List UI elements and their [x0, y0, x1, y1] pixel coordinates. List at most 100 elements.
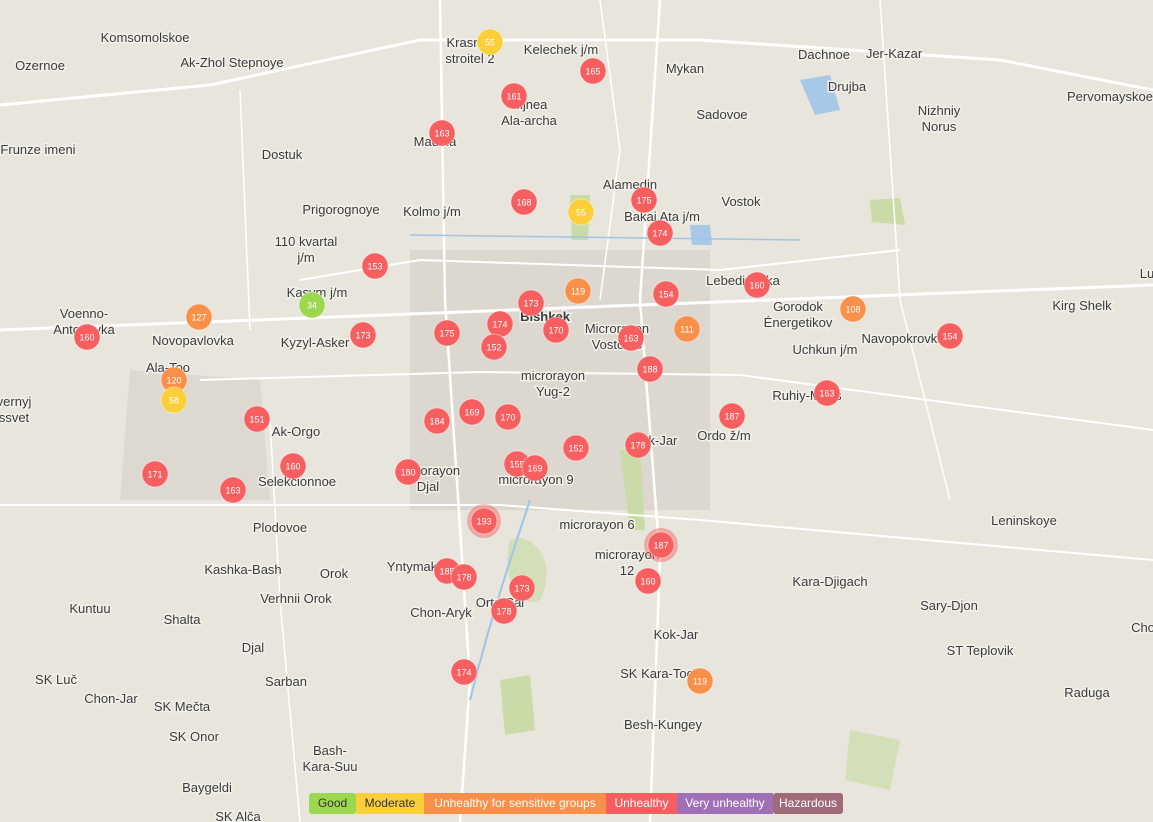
place-label: ST Teplovik: [947, 643, 1014, 658]
station[interactable]: 180: [394, 458, 422, 486]
station[interactable]: 170: [542, 316, 570, 344]
station-marker: [564, 277, 592, 305]
place-label: Shalta: [164, 612, 202, 627]
station[interactable]: 184: [423, 407, 451, 435]
station[interactable]: 187: [718, 402, 746, 430]
station[interactable]: 175: [433, 319, 461, 347]
station-marker: [646, 219, 674, 247]
station-marker: [743, 271, 771, 299]
station[interactable]: 173: [349, 321, 377, 349]
station-marker: [361, 252, 389, 280]
station-marker: [141, 460, 169, 488]
station[interactable]: 175: [630, 186, 658, 214]
station[interactable]: 55: [567, 198, 595, 226]
station-marker: [480, 333, 508, 361]
station[interactable]: 174: [486, 310, 514, 338]
place-label: Navopokrovka: [861, 331, 945, 346]
place-label: ssvet: [0, 410, 30, 425]
place-label: Chon-Aryk: [410, 605, 472, 620]
station-marker: [394, 458, 422, 486]
station[interactable]: 193: [467, 504, 501, 538]
station[interactable]: 188: [636, 355, 664, 383]
station[interactable]: 153: [361, 252, 389, 280]
station-aqi: 175: [439, 328, 454, 338]
station-aqi: 185: [439, 566, 454, 576]
station-marker: [562, 434, 590, 462]
station[interactable]: 152: [480, 333, 508, 361]
place-label: Kasym j/m: [287, 285, 348, 300]
station[interactable]: 168: [510, 188, 538, 216]
station-marker: [458, 398, 486, 426]
legend-swatch: [606, 793, 677, 814]
place-label: Kok-Jar: [654, 627, 699, 642]
station[interactable]: 161: [500, 82, 528, 110]
station[interactable]: 187: [644, 528, 678, 562]
station-aqi: 163: [623, 333, 638, 343]
place-label: Kirg Shelk: [1052, 298, 1112, 313]
station-marker: [652, 280, 680, 308]
station[interactable]: 154: [652, 280, 680, 308]
station[interactable]: 178: [490, 597, 518, 625]
station-aqi: 163: [434, 128, 449, 138]
station[interactable]: 160: [634, 567, 662, 595]
place-label: microrayon 6: [559, 517, 634, 532]
station[interactable]: 160: [279, 452, 307, 480]
station-aqi: 120: [166, 375, 181, 385]
place-label: 110 kvartal: [275, 234, 338, 249]
station[interactable]: 152: [562, 434, 590, 462]
station[interactable]: 127: [185, 303, 213, 331]
station-marker: [517, 289, 545, 317]
station[interactable]: 163: [428, 119, 456, 147]
station[interactable]: 170: [494, 403, 522, 431]
station[interactable]: 160: [743, 271, 771, 299]
station[interactable]: 171: [141, 460, 169, 488]
place-label: Mykan: [666, 61, 704, 76]
place-label: Vostok: [721, 194, 761, 209]
station[interactable]: 163: [219, 476, 247, 504]
station[interactable]: 119: [564, 277, 592, 305]
station[interactable]: 163: [813, 379, 841, 407]
station[interactable]: 111: [673, 315, 701, 343]
station[interactable]: 174: [646, 219, 674, 247]
station[interactable]: 58: [160, 386, 188, 414]
station[interactable]: 165: [579, 57, 607, 85]
station-aqi: 178: [496, 606, 511, 616]
place-label: vernyj: [0, 394, 31, 409]
station-marker: [433, 319, 461, 347]
station-marker: [617, 324, 645, 352]
station[interactable]: 119: [686, 667, 714, 695]
place-label: Dachnoe: [798, 47, 850, 62]
place-label: Kara-Suu: [303, 759, 358, 774]
place-label: Drujba: [828, 79, 867, 94]
station[interactable]: 154: [936, 322, 964, 350]
station[interactable]: 151: [243, 405, 271, 433]
legend-swatch: [773, 793, 843, 814]
station-aqi: 55: [576, 207, 586, 217]
station[interactable]: 34: [298, 291, 326, 319]
station[interactable]: 169: [458, 398, 486, 426]
place-label: microrayon: [521, 368, 585, 383]
station-aqi: 160: [640, 576, 655, 586]
station-marker: [624, 431, 652, 459]
station-aqi: 152: [486, 342, 501, 352]
station-marker: [673, 315, 701, 343]
place-label: Sadovoe: [696, 107, 747, 122]
station-aqi: 154: [658, 289, 673, 299]
station-marker: [243, 405, 271, 433]
place-label: Lu: [1140, 266, 1153, 281]
station[interactable]: 173: [517, 289, 545, 317]
station[interactable]: 178: [450, 563, 478, 591]
station-marker: [470, 507, 498, 535]
station[interactable]: 173: [508, 574, 536, 602]
station-markers[interactable]: 55 165 161 163 168 55 175 174 153 119 154 160 108 34 1…: [73, 28, 964, 695]
station[interactable]: 169: [521, 454, 549, 482]
place-label: Besh-Kungey: [624, 717, 703, 732]
place-label: Chon-Jar: [84, 691, 138, 706]
station[interactable]: 55: [476, 28, 504, 56]
station[interactable]: 108: [839, 295, 867, 323]
station[interactable]: 160: [73, 323, 101, 351]
station[interactable]: 174: [450, 658, 478, 686]
station[interactable]: 178: [624, 431, 652, 459]
station[interactable]: 163: [617, 324, 645, 352]
station-aqi: 178: [456, 572, 471, 582]
